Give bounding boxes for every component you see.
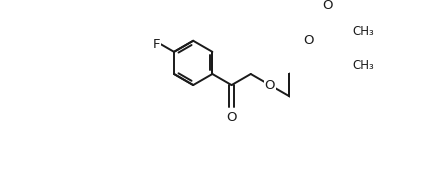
Text: O: O [322,0,332,12]
Text: O: O [226,111,236,124]
Text: O: O [264,79,275,92]
Text: CH₃: CH₃ [351,25,373,38]
Text: O: O [302,34,313,47]
Text: CH₃: CH₃ [351,59,373,72]
Text: F: F [153,38,160,51]
